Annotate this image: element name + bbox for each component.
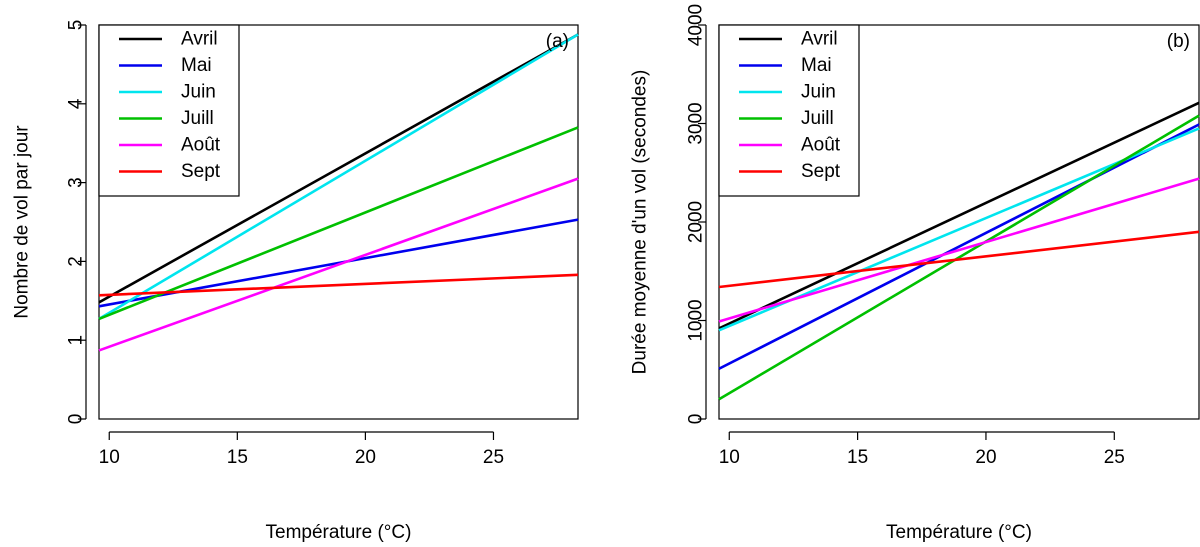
chart1-y-tick-label-1000: 1000	[686, 299, 707, 341]
chart0-series-line-avril	[98, 33, 579, 304]
chart0-series-line-août	[98, 177, 579, 352]
chart0-y-tick-label-1: 1	[66, 335, 87, 346]
chart0-x-tick-label-25: 25	[483, 447, 504, 468]
chart0-y-tick-label-4: 4	[66, 98, 87, 109]
chart0-legend-label-mai: Mai	[181, 55, 212, 76]
chart0-y-tick-label-3: 3	[66, 177, 87, 188]
chart0-plot-frame	[98, 24, 579, 420]
chart1-y-tick-label-3000: 3000	[686, 102, 707, 144]
chart1-x-tick-label-10: 10	[719, 447, 740, 468]
chart1-legend-label-mai: Mai	[801, 55, 832, 76]
chart0-x-tick-label-20: 20	[355, 447, 376, 468]
chart1-x-tick-label-25: 25	[1104, 447, 1125, 468]
chart1-plot-frame	[718, 24, 1200, 420]
chart1-legend-label-avril: Avril	[801, 29, 838, 50]
chart0-x-axis-title: Température (°C)	[266, 522, 412, 543]
chart1-y-tick-label-4000: 4000	[686, 4, 707, 46]
chart0-panel-label: (a)	[546, 31, 569, 52]
chart1-legend-label-sept: Sept	[801, 161, 841, 182]
chart1-series-line-juill	[718, 114, 1200, 401]
chart1-y-tick-label-0: 0	[686, 414, 707, 425]
chart0-y-axis-title: Nombre de vol par jour	[12, 125, 33, 319]
chart0-series-line-juin	[98, 33, 579, 321]
chart1-legend-label-juin: Juin	[801, 82, 836, 103]
chart0-y-tick-label-5: 5	[66, 20, 87, 31]
chart1-x-tick-label-20: 20	[975, 447, 996, 468]
panel-a: 10 15 20 25 0 1 2 3 4 5 Température (°C) Nombre de …	[12, 20, 579, 543]
chart0-legend-label-avril: Avril	[181, 29, 218, 50]
chart0-legend-label-juin: Juin	[181, 82, 216, 103]
chart1-y-tick-label-2000: 2000	[686, 201, 707, 243]
chart1-panel-label: (b)	[1167, 31, 1190, 52]
chart1-series-line-avril	[718, 101, 1200, 330]
panel-b: 10 15 20 25 0 1000 2000 3000 4000 Température (°C…	[630, 4, 1200, 543]
chart1-legend-box	[718, 24, 860, 197]
chart0-legend-label-juill: Juill	[181, 108, 214, 129]
chart0-series-line-juill	[98, 126, 579, 321]
chart0-legend-box	[98, 24, 240, 197]
chart1-series-line-sept	[718, 230, 1200, 289]
chart0-y-tick-label-0: 0	[66, 414, 87, 425]
chart1-legend-label-juill: Juill	[801, 108, 834, 129]
chart1-y-axis-title: Durée moyenne d'un vol (secondes)	[630, 70, 651, 375]
chart1-legend-label-août: Août	[801, 135, 841, 156]
chart0-y-tick-label-2: 2	[66, 256, 87, 267]
chart1-x-tick-label-15: 15	[847, 447, 868, 468]
chart0-x-tick-label-15: 15	[227, 447, 248, 468]
chart1-x-axis-title: Température (°C)	[886, 522, 1032, 543]
chart0-series-line-sept	[98, 273, 579, 297]
chart1-series-line-mai	[718, 123, 1200, 370]
chart0-legend-label-août: Août	[181, 135, 221, 156]
chart0-x-tick-label-10: 10	[99, 447, 120, 468]
chart1-series-line-août	[718, 177, 1200, 323]
chart0-legend-label-sept: Sept	[181, 161, 221, 182]
